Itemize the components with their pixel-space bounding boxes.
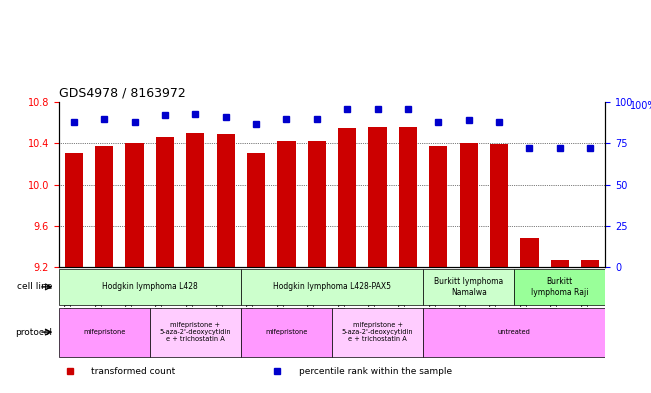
Text: untreated: untreated <box>498 329 531 335</box>
FancyBboxPatch shape <box>59 308 150 356</box>
Bar <box>429 145 447 267</box>
FancyBboxPatch shape <box>150 308 241 356</box>
Bar <box>520 238 538 267</box>
FancyBboxPatch shape <box>332 308 423 356</box>
Bar <box>217 134 235 267</box>
Bar <box>156 137 174 267</box>
Bar <box>277 141 296 267</box>
FancyBboxPatch shape <box>59 269 241 305</box>
Bar <box>338 128 356 267</box>
Bar <box>247 153 265 267</box>
FancyBboxPatch shape <box>241 269 423 305</box>
Bar <box>186 133 204 267</box>
Text: mifepristone +
5-aza-2'-deoxycytidin
e + trichostatin A: mifepristone + 5-aza-2'-deoxycytidin e +… <box>159 322 231 342</box>
FancyBboxPatch shape <box>514 269 605 305</box>
Bar <box>460 143 478 267</box>
Y-axis label: 100%: 100% <box>630 101 651 110</box>
Bar <box>368 127 387 267</box>
Bar <box>581 260 600 267</box>
Text: Burkitt lymphoma
Namalwa: Burkitt lymphoma Namalwa <box>434 277 503 297</box>
Text: Hodgkin lymphoma L428-PAX5: Hodgkin lymphoma L428-PAX5 <box>273 283 391 291</box>
FancyBboxPatch shape <box>241 308 332 356</box>
Text: transformed count: transformed count <box>91 367 176 376</box>
Text: mifepristone: mifepristone <box>265 329 308 335</box>
Bar <box>308 141 326 267</box>
FancyBboxPatch shape <box>423 308 605 356</box>
Text: Burkitt
lymphoma Raji: Burkitt lymphoma Raji <box>531 277 589 297</box>
Text: percentile rank within the sample: percentile rank within the sample <box>299 367 452 376</box>
FancyBboxPatch shape <box>423 269 514 305</box>
Bar <box>399 127 417 267</box>
Text: Hodgkin lymphoma L428: Hodgkin lymphoma L428 <box>102 283 198 291</box>
Text: mifepristone: mifepristone <box>83 329 126 335</box>
Bar <box>95 145 113 267</box>
Bar <box>551 260 569 267</box>
Text: GDS4978 / 8163972: GDS4978 / 8163972 <box>59 86 186 99</box>
Bar <box>490 145 508 267</box>
Text: cell line: cell line <box>17 283 52 291</box>
Bar <box>126 143 144 267</box>
Text: protocol: protocol <box>15 328 52 336</box>
Text: mifepristone +
5-aza-2'-deoxycytidin
e + trichostatin A: mifepristone + 5-aza-2'-deoxycytidin e +… <box>342 322 413 342</box>
Bar <box>64 153 83 267</box>
